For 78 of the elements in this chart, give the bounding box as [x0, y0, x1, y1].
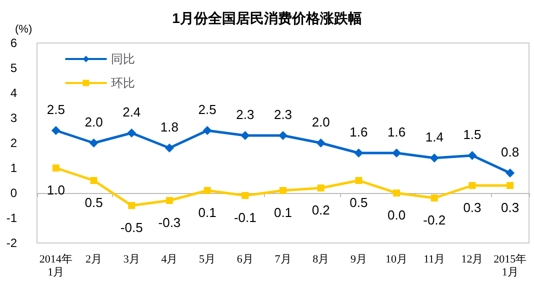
data-label: 2.0	[312, 114, 330, 130]
point	[90, 177, 98, 184]
point	[89, 138, 98, 148]
data-label: 2.3	[274, 107, 292, 122]
x-tick-label: 4月	[161, 254, 178, 266]
x-tick-label: 10月	[386, 254, 408, 266]
x-tick-label: 3月	[123, 254, 140, 266]
data-label: -0.5	[120, 220, 143, 235]
data-label: 1.4	[425, 130, 444, 144]
point	[506, 182, 514, 189]
point	[355, 177, 362, 184]
data-label: 0.1	[274, 205, 292, 220]
point	[127, 128, 136, 138]
x-tick-label: 9月	[350, 254, 367, 266]
data-label: 0.0	[388, 208, 406, 222]
point	[242, 192, 249, 199]
point	[316, 138, 326, 148]
point	[354, 148, 364, 158]
y-tick-label: -1	[6, 211, 18, 225]
data-label: 0.5	[350, 195, 368, 210]
data-label: 2.0	[84, 114, 103, 130]
data-label: 1.5	[463, 127, 482, 142]
data-label: 2.4	[122, 104, 141, 120]
data-label: 1.0	[46, 182, 65, 198]
data-label: -0.3	[158, 215, 181, 230]
point	[166, 197, 173, 204]
point	[393, 190, 400, 196]
point	[164, 144, 174, 152]
y-axis-title: (%)	[15, 24, 32, 36]
data-label: 0.8	[501, 144, 520, 160]
data-label: 0.3	[463, 200, 482, 215]
x-tick-label: 8月	[312, 254, 330, 266]
y-tick-label: 6	[10, 36, 18, 50]
point	[278, 131, 288, 140]
data-label: 1.8	[160, 120, 178, 134]
point	[52, 164, 60, 172]
point	[430, 154, 439, 162]
data-label: 0.2	[312, 202, 330, 218]
y-tick-label: 2	[10, 136, 18, 150]
point	[430, 194, 438, 202]
y-tick-label: 3	[10, 111, 18, 125]
data-label: 1.6	[388, 124, 406, 140]
x-tick-label: 2014年 1月	[39, 254, 72, 278]
y-tick-label: 5	[10, 61, 18, 75]
chart-title: 1月份全国居民消费价格涨跌幅	[172, 10, 362, 26]
legend-label: 同比	[111, 52, 135, 66]
point	[468, 151, 477, 160]
x-tick-label: 7月	[274, 254, 292, 266]
data-label: 0.5	[84, 195, 103, 210]
x-tick-label: 2015年 1月	[494, 254, 527, 278]
point	[204, 187, 211, 194]
point	[202, 126, 212, 135]
data-label: 2.3	[236, 107, 254, 122]
point	[128, 202, 136, 209]
data-label: -0.1	[234, 210, 256, 225]
data-label: 2.5	[198, 102, 216, 117]
y-tick-label: -2	[6, 236, 18, 250]
data-label: 2.5	[46, 102, 65, 117]
x-tick-label: 11月	[424, 254, 446, 266]
data-label: 1.6	[350, 124, 368, 140]
x-tick-label: 2月	[86, 254, 102, 266]
y-tick-label: 1	[10, 161, 18, 175]
point	[240, 131, 250, 140]
data-label: -0.2	[423, 212, 446, 228]
point	[506, 168, 515, 178]
point	[280, 187, 286, 194]
legend-label: 环比	[111, 76, 135, 90]
y-tick-label: 0	[10, 186, 18, 200]
point	[317, 184, 324, 192]
data-label: 0.3	[501, 200, 520, 215]
data-label: 0.1	[198, 205, 216, 220]
point	[468, 182, 476, 189]
x-tick-label: 6月	[236, 254, 254, 266]
x-tick-label: 5月	[199, 254, 216, 266]
x-tick-label: 12月	[461, 254, 484, 266]
point	[392, 148, 402, 158]
y-tick-label: 4	[10, 86, 18, 100]
point	[51, 126, 60, 135]
